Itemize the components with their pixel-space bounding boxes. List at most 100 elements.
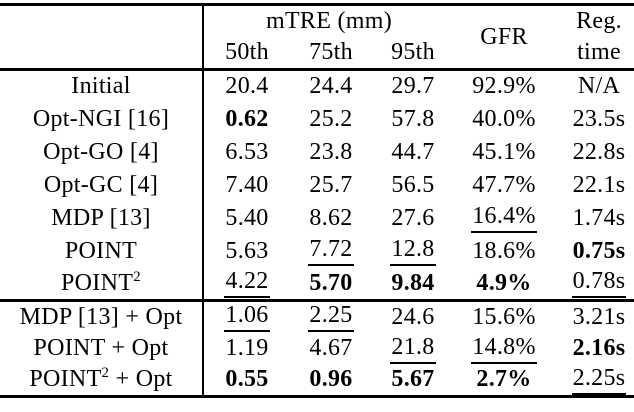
- header-empty-cell: [0, 4, 204, 70]
- method-cell: POINT: [0, 234, 204, 268]
- value-cell: 0.55: [203, 365, 290, 397]
- table-row: Opt-GO [4] 6.53 23.8 44.7 45.1% 22.8s: [0, 135, 634, 169]
- value-cell: 2.25s: [554, 365, 634, 397]
- value-cell: 45.1%: [454, 136, 554, 169]
- value-text: 47.7%: [472, 171, 536, 198]
- method-cell: Opt-GC [4]: [0, 168, 204, 202]
- value-text: 3.21s: [572, 303, 626, 330]
- header-reg-time-line2: time: [577, 39, 621, 65]
- value-text: 92.9%: [472, 73, 536, 100]
- method-cell: Initial: [0, 69, 204, 103]
- table-header: mTRE (mm) GFR Reg. time 50th 75th 95th: [0, 4, 634, 70]
- value-text: 15.6%: [472, 303, 536, 330]
- value-cell: 25.2: [290, 103, 372, 136]
- table-row: POINT 5.63 7.72 12.8 18.6% 0.75s: [0, 234, 634, 268]
- value-text: 5.63: [225, 237, 269, 264]
- value-cell: 18.6%: [454, 235, 554, 268]
- value-text: 22.1s: [572, 171, 626, 198]
- superscript: 2: [133, 268, 141, 285]
- value-text: 0.62: [225, 105, 269, 132]
- value-cell: 27.6: [372, 202, 454, 235]
- value-text: 24.4: [309, 73, 353, 100]
- header-gfr: GFR: [480, 23, 528, 50]
- value-text: 29.7: [391, 73, 435, 100]
- value-text: 4.22: [224, 268, 270, 299]
- header-row-percentiles: 50th 75th 95th: [0, 37, 634, 70]
- table-body-methods: Initial 20.4 24.4 29.7 92.9% N/A Opt-NGI [16] 0…: [0, 69, 634, 301]
- value-text: 16.4%: [471, 203, 537, 233]
- value-cell: N/A: [554, 70, 634, 103]
- value-cell: 47.7%: [454, 169, 554, 202]
- value-cell: 15.6%: [454, 301, 554, 333]
- value-cell: 40.0%: [454, 103, 554, 136]
- method-cell: POINT2 + Opt: [0, 364, 204, 397]
- table-row: POINT + Opt 1.19 4.67 21.8 14.8% 2.16s: [0, 332, 634, 365]
- value-cell: 25.7: [290, 169, 372, 202]
- table-row: Initial 20.4 24.4 29.7 92.9% N/A: [0, 69, 634, 103]
- value-text: 6.53: [225, 138, 269, 165]
- value-cell: 0.78s: [554, 268, 634, 301]
- value-cell: 1.19: [203, 333, 290, 365]
- table-row: POINT2 + Opt 0.55 0.96 5.67 2.7% 2.25s: [0, 364, 634, 397]
- value-cell: 4.67: [290, 333, 372, 365]
- method-cell: Opt-NGI [16]: [0, 102, 204, 136]
- value-cell: 0.75s: [554, 235, 634, 268]
- value-cell: 14.8%: [454, 333, 554, 365]
- value-cell: 24.4: [290, 70, 372, 103]
- value-cell: 5.67: [372, 365, 454, 397]
- value-text: 44.7: [391, 138, 435, 165]
- value-text: 14.8%: [471, 334, 537, 364]
- method-cell: POINT2: [0, 267, 204, 301]
- value-cell: 4.9%: [454, 268, 554, 301]
- value-text: 4.67: [309, 335, 353, 361]
- value-cell: 57.8: [372, 103, 454, 136]
- value-text: 1.19: [225, 335, 269, 361]
- value-text: 1.74s: [572, 204, 626, 231]
- value-text: N/A: [577, 73, 621, 100]
- header-95th: 95th: [391, 39, 435, 65]
- value-cell: 1.06: [203, 301, 290, 333]
- value-text: 22.8s: [572, 138, 626, 165]
- table-row: POINT2 4.22 5.70 9.84 4.9% 0.78s: [0, 267, 634, 301]
- value-text: 0.75s: [572, 237, 626, 264]
- value-text: 23.8: [309, 138, 353, 165]
- value-cell: 21.8: [372, 333, 454, 365]
- value-text: 40.0%: [472, 105, 536, 132]
- value-cell: 56.5: [372, 169, 454, 202]
- value-cell: 7.40: [203, 169, 290, 202]
- value-cell: 5.63: [203, 235, 290, 268]
- value-text: 5.40: [225, 204, 269, 231]
- value-cell: 8.62: [290, 202, 372, 235]
- method-cell: MDP [13] + Opt: [0, 300, 204, 333]
- value-cell: 4.22: [203, 268, 290, 301]
- value-cell: 23.5s: [554, 103, 634, 136]
- value-cell: 9.84: [372, 268, 454, 301]
- value-text: 0.78s: [571, 268, 627, 299]
- value-text: 7.40: [225, 171, 269, 198]
- value-text: 18.6%: [472, 237, 536, 264]
- results-table: mTRE (mm) GFR Reg. time 50th 75th 95th I…: [0, 3, 634, 398]
- value-text: 7.72: [308, 236, 354, 266]
- value-cell: 12.8: [372, 235, 454, 268]
- value-cell: 20.4: [203, 70, 290, 103]
- value-text: 24.6: [391, 303, 435, 330]
- value-cell: 16.4%: [454, 202, 554, 235]
- value-cell: 92.9%: [454, 70, 554, 103]
- method-cell: POINT + Opt: [0, 332, 204, 365]
- header-mtre-group: mTRE (mm): [265, 8, 393, 34]
- value-cell: 6.53: [203, 136, 290, 169]
- table-row: MDP [13] + Opt 1.06 2.25 24.6 15.6% 3.21s: [0, 300, 634, 333]
- value-cell: 7.72: [290, 235, 372, 268]
- value-text: 2.7%: [476, 366, 532, 393]
- value-text: 0.96: [309, 366, 353, 393]
- header-75th: 75th: [309, 39, 353, 65]
- value-cell: 23.8: [290, 136, 372, 169]
- value-cell: 0.62: [203, 103, 290, 136]
- value-cell: 29.7: [372, 70, 454, 103]
- value-cell: 3.21s: [554, 301, 634, 333]
- method-cell: Opt-GO [4]: [0, 135, 204, 169]
- value-cell: 22.1s: [554, 169, 634, 202]
- header-50th: 50th: [225, 39, 269, 65]
- value-cell: 2.16s: [554, 333, 634, 365]
